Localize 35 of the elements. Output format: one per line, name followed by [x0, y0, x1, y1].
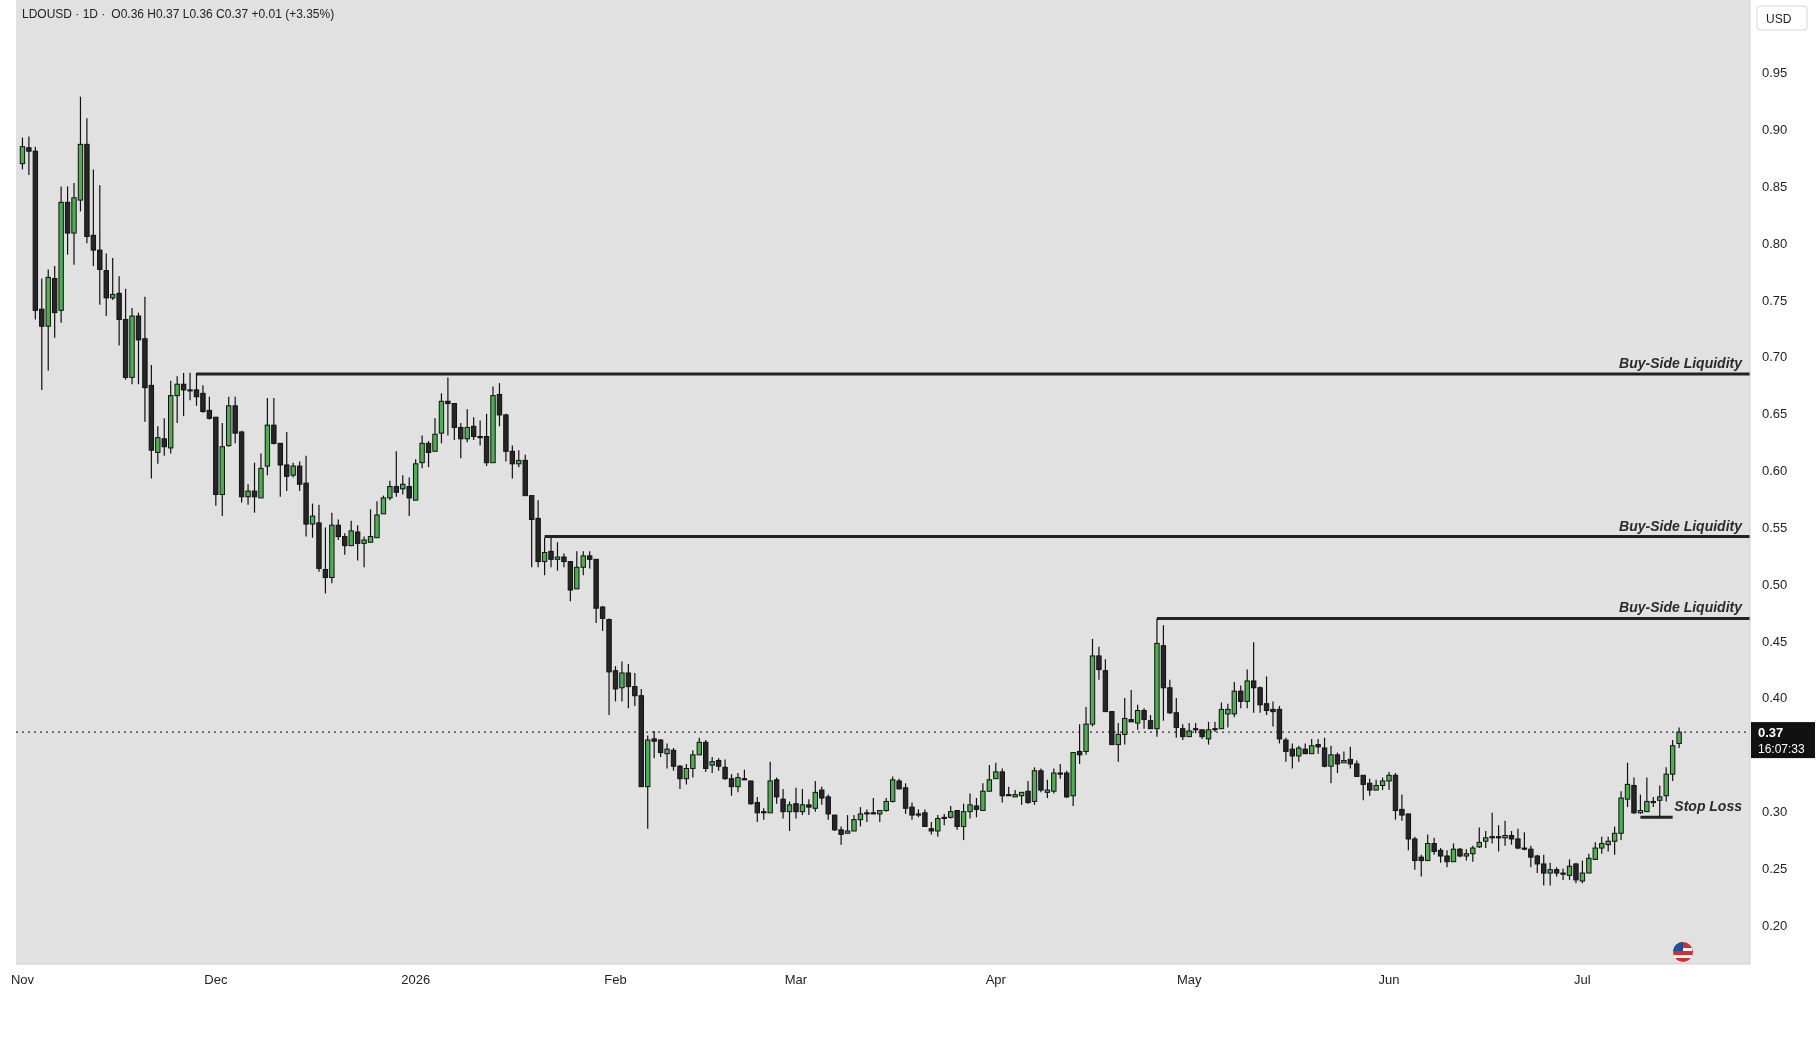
x-tick-label: Feb	[604, 972, 627, 987]
series-label: Stop Loss	[1674, 798, 1743, 815]
y-tick-label: 0.50	[1762, 576, 1788, 592]
candlestick	[1657, 784, 1663, 818]
y-tick-label: 0.85	[1762, 178, 1788, 194]
series-label: Buy-Side Liquidity	[1619, 517, 1744, 534]
candlestick	[1676, 726, 1682, 749]
x-tick-label: May	[1176, 972, 1202, 987]
text: LDOUSD · 1D ·	[22, 7, 106, 21]
y-tick-label: 0.30	[1762, 804, 1788, 820]
x-tick-label: Jun	[1378, 972, 1400, 987]
ref-line-label: 0.37	[1758, 725, 1784, 741]
y-tick-label: 0.45	[1762, 633, 1788, 649]
text: 16:07:33	[1758, 742, 1806, 757]
x-tick-label: Apr	[985, 972, 1007, 987]
y-tick-label: 0.25	[1762, 861, 1788, 877]
y-tick-label: 0.55	[1762, 519, 1788, 535]
y-tick-label: 0.95	[1762, 65, 1788, 81]
y-tick-label: 0.40	[1762, 690, 1788, 706]
series-label: Buy-Side Liquidity	[1619, 355, 1744, 371]
text: O0.36 H0.37 L0.36 C0.37 +0.01 (+3.35%)	[111, 7, 335, 21]
x-tick-label: 2026	[401, 972, 431, 987]
y-tick-label: 0.90	[1762, 122, 1788, 138]
y-tick-label: 0.60	[1762, 463, 1788, 479]
x-tick-label: Nov	[10, 972, 35, 987]
y-tick-label: 0.20	[1762, 917, 1788, 933]
y-axis-title: USD	[1766, 12, 1792, 26]
y-tick-label: 0.75	[1762, 292, 1788, 308]
y-tick-label: 0.70	[1762, 349, 1788, 365]
series-label: Buy-Side Liquidity	[1619, 599, 1744, 616]
x-tick-label: Mar	[784, 972, 808, 987]
y-tick-label: 0.65	[1762, 406, 1788, 422]
x-tick-label: Dec	[204, 972, 228, 987]
x-tick-label: Jul	[1574, 972, 1591, 987]
y-tick-label: 0.80	[1762, 235, 1788, 251]
